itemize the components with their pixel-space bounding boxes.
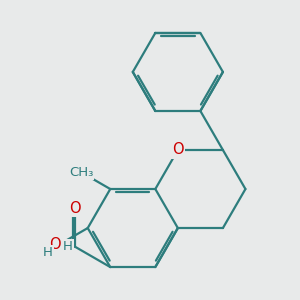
Text: H: H [63, 240, 73, 253]
Text: CH₃: CH₃ [69, 166, 93, 178]
Text: O: O [172, 142, 184, 158]
Text: H: H [43, 246, 53, 259]
Text: O: O [69, 201, 81, 216]
Text: O: O [49, 237, 60, 252]
